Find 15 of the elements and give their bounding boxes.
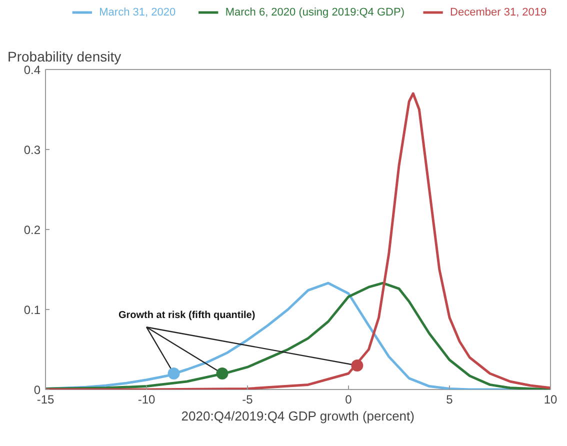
y-axis-title: Probability density: [8, 48, 122, 64]
x-axis-title: 2020:Q4/2019:Q4 GDP growth (percent): [181, 408, 414, 424]
x-tick-label: 0: [345, 392, 352, 406]
y-tick-label: 0.3: [24, 143, 41, 157]
y-tick-label: 0.4: [24, 63, 41, 77]
x-tick-label: -5: [242, 392, 254, 406]
legend-label: March 31, 2020: [99, 6, 176, 18]
legend-label: December 31, 2019: [450, 6, 547, 18]
x-tick-label: -10: [138, 392, 156, 406]
annotation: Growth at risk (fifth quantile): [118, 310, 256, 322]
x-tick-label: 5: [446, 392, 454, 406]
y-tick-label: 0.2: [24, 223, 41, 237]
x-tick-label: 10: [544, 392, 558, 406]
legend-label: March 6, 2020 (using 2019:Q4 GDP): [225, 6, 404, 18]
y-tick-label: 0.1: [24, 303, 41, 317]
